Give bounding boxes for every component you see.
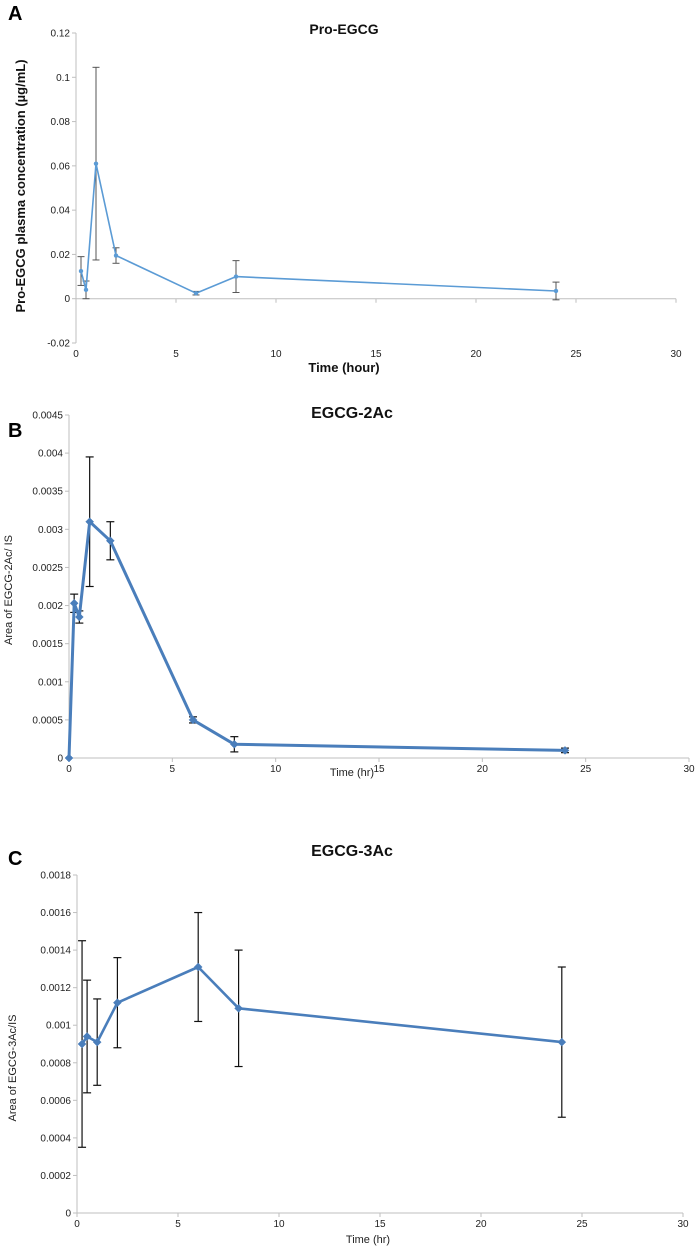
chart-a-x-tick-label: 20 (470, 349, 482, 360)
chart-c-data-point (234, 1003, 243, 1013)
chart-c-y-tick-label: 0.0004 (40, 1133, 71, 1144)
chart-c-axes: 0 5 10 15 20 25 30 0 0.0002 0.0004 0.0006 0.0008 0.0… (40, 871, 689, 1231)
chart-c-x-label: Time (hr) (346, 1234, 390, 1246)
chart-c-y-tick-label: 0.001 (46, 1021, 71, 1032)
panel-a-letter: A (8, 3, 22, 25)
chart-b-y-tick-label: 0.0035 (32, 487, 63, 498)
chart-a-y-tick-label: 0.06 (51, 161, 71, 172)
chart-b-x-tick-label: 25 (580, 764, 592, 775)
chart-a-y-tick-label: 0.02 (51, 250, 71, 261)
chart-b-marks (64, 456, 570, 763)
chart-c-x-tick-label: 10 (273, 1219, 285, 1230)
chart-c-data-point (82, 1032, 92, 1041)
chart-a-y-tick-label: 0.12 (51, 29, 71, 40)
chart-b-data-point (85, 517, 95, 527)
chart-b-y-label: Area of EGCG-2Ac/ IS (3, 535, 15, 645)
chart-b-y-tick-label: 0.003 (38, 525, 63, 536)
panel-b-chart: B EGCG-2Ac Time (hr) Area of EGCG-2Ac/ I… (3, 405, 695, 779)
chart-b-x-tick-label: 30 (683, 764, 695, 775)
panel-c-letter: C (8, 848, 22, 870)
chart-b-y-tick-label: 0 (57, 754, 63, 765)
chart-c-y-tick-label: 0.0008 (40, 1058, 71, 1069)
chart-b-y-tick-label: 0.0015 (32, 639, 63, 650)
chart-a-data-point (193, 290, 199, 296)
chart-c-data-point (557, 1037, 567, 1047)
chart-c-data-point (92, 1037, 102, 1047)
chart-c-marks (77, 911, 567, 1148)
panel-a-chart: A Pro-EGCG Time (hour) Pro-EGCG plasma c… (8, 3, 682, 375)
chart-a-data-point (78, 268, 84, 274)
chart-a-data-point (83, 287, 89, 293)
chart-b-title: EGCG-2Ac (311, 405, 393, 422)
chart-a-x-tick-label: 30 (670, 349, 682, 360)
panel-c-chart: C EGCG-3Ac Time (hr) Area of EGCG-3Ac/IS… (7, 843, 689, 1246)
chart-b-y-tick-label: 0.004 (38, 449, 63, 460)
chart-b-y-tick-label: 0.002 (38, 601, 63, 612)
chart-c-x-tick-label: 5 (175, 1219, 181, 1230)
chart-b-y-tick-label: 0.0025 (32, 563, 63, 574)
chart-c-y-tick-label: 0 (65, 1209, 71, 1220)
chart-a-x-tick-label: 0 (73, 349, 79, 360)
chart-b-x-tick-label: 0 (66, 764, 72, 775)
chart-c-data-point (113, 998, 122, 1008)
chart-b-axes: 0 5 10 15 20 25 30 0 0.0005 0.001 0.0015 0.002 0.002… (32, 411, 695, 776)
chart-a-data-point (233, 274, 239, 279)
chart-b-x-tick-label: 20 (477, 764, 489, 775)
chart-c-data-point (77, 1039, 87, 1049)
chart-b-data-point (69, 598, 79, 608)
chart-b-x-tick-label: 10 (270, 764, 282, 775)
chart-c-y-label: Area of EGCG-3Ac/IS (7, 1015, 19, 1122)
chart-b-y-tick-label: 0.0005 (32, 715, 63, 726)
chart-b-y-tick-label: 0.0045 (32, 411, 63, 422)
panel-b-letter: B (8, 420, 22, 442)
chart-c-x-tick-label: 15 (374, 1219, 386, 1230)
chart-c-y-tick-label: 0.0006 (40, 1096, 71, 1107)
chart-c-y-tick-label: 0.0016 (40, 908, 71, 919)
chart-a-axes: 0 5 10 15 20 25 30-0.0200.020.040.060.080.10.1… (47, 29, 682, 361)
chart-c-x-tick-label: 30 (677, 1219, 689, 1230)
chart-a-x-tick-label: 15 (370, 349, 382, 360)
chart-b-series-line (67, 520, 566, 759)
chart-c-x-tick-label: 0 (74, 1219, 80, 1230)
chart-b-data-point (229, 739, 239, 749)
chart-a-data-point (93, 161, 99, 166)
chart-a-y-tick-label: 0.1 (56, 73, 70, 84)
chart-a-x-tick-label: 25 (570, 349, 582, 360)
chart-a-x-tick-label: 5 (173, 349, 179, 360)
chart-c-title: EGCG-3Ac (311, 843, 393, 860)
chart-a-title: Pro-EGCG (309, 21, 378, 37)
chart-a-y-tick-label: 0.08 (51, 117, 71, 128)
chart-a-y-tick-label: -0.02 (47, 339, 70, 350)
chart-b-data-point (74, 612, 84, 622)
chart-b-data-point (560, 746, 570, 755)
chart-a-marks (77, 66, 560, 301)
chart-c-x-tick-label: 20 (475, 1219, 487, 1230)
chart-c-y-tick-label: 0.0002 (40, 1171, 71, 1182)
chart-c-y-tick-label: 0.0018 (40, 871, 71, 882)
chart-a-x-tick-label: 10 (270, 349, 282, 360)
chart-c-data-point (193, 962, 203, 972)
chart-c-y-tick-label: 0.0014 (40, 946, 71, 957)
chart-b-data-point (188, 715, 198, 725)
chart-a-data-point (113, 253, 119, 258)
chart-a-series-line (80, 162, 557, 295)
chart-a-x-label: Time (hour) (308, 360, 379, 375)
chart-a-y-label: Pro-EGCG plasma concentration (µg/mL) (13, 59, 28, 312)
chart-b-data-point (105, 536, 115, 546)
chart-a-y-tick-label: 0 (64, 294, 70, 305)
chart-c-x-tick-label: 25 (576, 1219, 588, 1230)
chart-b-y-tick-label: 0.001 (38, 677, 63, 688)
chart-a-y-tick-label: 0.04 (51, 206, 71, 217)
chart-b-x-label: Time (hr) (330, 767, 374, 779)
chart-b-x-tick-label: 5 (170, 764, 176, 775)
chart-b-x-tick-label: 15 (373, 764, 385, 775)
chart-c-series-line (80, 965, 562, 1045)
chart-c-y-tick-label: 0.0012 (40, 983, 71, 994)
chart-b-data-point (64, 753, 74, 763)
chart-a-data-point (553, 288, 559, 294)
